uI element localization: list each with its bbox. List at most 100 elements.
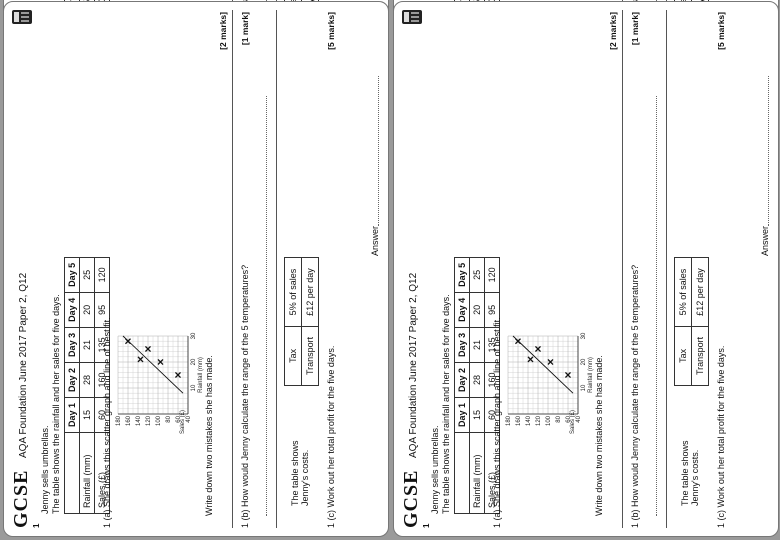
- table-cell: 15: [79, 397, 95, 433]
- day-header: Day 2: [64, 362, 80, 398]
- scatter-graph: 40 60 80 100 120 140 160 180 10 20 30 Rainfall (mm)…: [506, 332, 594, 434]
- table-cell: 25: [469, 257, 485, 293]
- cost-value: £12 per day: [691, 257, 709, 327]
- table-cell: 25: [79, 257, 95, 293]
- marks-1b: [1 mark]: [240, 12, 250, 46]
- y-tick-label: 80: [166, 415, 172, 422]
- marks-1b: [1 mark]: [630, 12, 640, 46]
- section-divider: [276, 10, 277, 528]
- marks-1a: [2 marks]: [218, 12, 228, 50]
- costs-intro-1: The table shows: [290, 440, 300, 506]
- y-tick-label: 140: [526, 415, 532, 426]
- y-tick-label: 160: [126, 415, 132, 426]
- table-cell: 28: [469, 362, 485, 398]
- table-cell: 120: [484, 257, 500, 293]
- scatter-point: ×: [134, 356, 148, 363]
- page-bottom-right: GCSE 1 AQA Foundation June 2017 Paper 2,…: [390, 0, 780, 540]
- x-tick-label: 20: [581, 358, 587, 365]
- costs-intro-2: Jenny's costs.: [300, 449, 310, 506]
- cost-value: 5% of sales: [284, 257, 302, 327]
- calculator-icon: [12, 10, 32, 24]
- x-tick-label: 10: [581, 384, 587, 391]
- y-tick-label: 60: [566, 415, 572, 422]
- section-divider: [666, 10, 667, 528]
- marks-1a: [2 marks]: [608, 12, 618, 50]
- y-tick-label: 80: [556, 415, 562, 422]
- day-header: Day 5: [64, 257, 80, 293]
- cost-item: Transport: [301, 326, 319, 386]
- y-tick-label: 120: [146, 415, 152, 426]
- table-cell: 28: [79, 362, 95, 398]
- x-tick-label: 10: [191, 384, 197, 391]
- table-cell: 21: [469, 327, 485, 363]
- intro-line-1: Jenny sells umbrellas.: [430, 425, 440, 514]
- intro-line-2: The table shows the rainfall and her sal…: [441, 294, 451, 514]
- answer-line-1b[interactable]: [266, 96, 267, 516]
- cost-value: £12 per day: [301, 257, 319, 327]
- y-tick-label: 140: [136, 415, 142, 426]
- table-cell: 15: [469, 397, 485, 433]
- cost-value: 5% of sales: [674, 257, 692, 327]
- scatter-point: ×: [531, 345, 545, 352]
- answer-line-1c[interactable]: [768, 76, 769, 226]
- y-tick-label: 180: [116, 415, 122, 426]
- y-tick-label: 180: [506, 415, 512, 426]
- page-bottom-left: GCSE 1 AQA Foundation June 2017 Paper 2,…: [0, 0, 390, 540]
- y-tick-label: 100: [156, 415, 162, 426]
- exam-page: GCSE 1 AQA Foundation June 2017 Paper 2,…: [3, 1, 389, 537]
- intro-line-1: Jenny sells umbrellas.: [40, 425, 50, 514]
- costs-table: Tax 5% of sales Transport £12 per day: [284, 257, 319, 386]
- table-cell: 21: [79, 327, 95, 363]
- scatter-point: ×: [524, 356, 538, 363]
- section-divider: [622, 10, 623, 528]
- question-1a: 1 (a) She draws this scatter graph and l…: [102, 317, 112, 528]
- y-tick-label: 160: [516, 415, 522, 426]
- calculator-icon: [402, 10, 422, 24]
- marks-1c: [5 marks]: [326, 12, 336, 50]
- x-tick-label: 30: [581, 332, 587, 339]
- row-label: Rainfall (mm): [79, 432, 95, 514]
- intro-line-2: The table shows the rainfall and her sal…: [51, 294, 61, 514]
- answer-label: Answer: [370, 225, 380, 256]
- answer-line-1c[interactable]: [378, 76, 379, 226]
- page-header: GCSE 1 AQA Foundation June 2017 Paper 2,…: [400, 10, 431, 528]
- best-fit-line: [512, 335, 574, 394]
- day-header: Day 2: [454, 362, 470, 398]
- scatter-point: ×: [121, 338, 135, 345]
- question-source: AQA Foundation June 2017 Paper 2, Q12: [408, 272, 419, 458]
- x-tick-label: 20: [191, 358, 197, 365]
- page-header: GCSE 1 AQA Foundation June 2017 Paper 2,…: [10, 10, 41, 528]
- table-row: Rainfall (mm) 15 28 21 20 25: [79, 257, 95, 514]
- table-header-row: Day 1 Day 2 Day 3 Day 4 Day 5: [454, 257, 470, 514]
- y-tick-label: 120: [536, 415, 542, 426]
- cost-item: Transport: [691, 326, 709, 386]
- x-tick-label: 30: [191, 332, 197, 339]
- costs-intro-2: Jenny's costs.: [690, 449, 700, 506]
- question-number: 1: [422, 523, 431, 528]
- table-row: Tax 5% of sales: [284, 257, 302, 386]
- table-cell: 20: [79, 292, 95, 328]
- y-tick-label: 60: [176, 415, 182, 422]
- question-1b: 1 (b) How would Jenny calculate the rang…: [240, 264, 250, 528]
- table-cell: 20: [469, 292, 485, 328]
- y-tick-label: 40: [186, 415, 192, 422]
- day-header: Day 4: [454, 292, 470, 328]
- y-tick-label: 40: [576, 415, 582, 422]
- cost-item: Tax: [674, 326, 692, 386]
- x-axis-label: Rainfall (mm): [588, 357, 594, 393]
- answer-line-1b[interactable]: [656, 96, 657, 516]
- scatter-point: ×: [154, 358, 168, 365]
- section-divider: [232, 10, 233, 528]
- exam-page: GCSE 1 AQA Foundation June 2017 Paper 2,…: [393, 1, 779, 537]
- question-1b: 1 (b) How would Jenny calculate the rang…: [630, 264, 640, 528]
- question-source: AQA Foundation June 2017 Paper 2, Q12: [18, 272, 29, 458]
- mistakes-prompt: Write down two mistakes she has made.: [594, 355, 604, 516]
- scatter-point: ×: [171, 371, 185, 378]
- table-corner: [454, 432, 470, 514]
- scatter-point: ×: [561, 371, 575, 378]
- day-header: Day 3: [64, 327, 80, 363]
- scatter-point: ×: [544, 358, 558, 365]
- question-1c: 1 (c) Work out her total profit for the …: [326, 345, 336, 528]
- day-header: Day 3: [454, 327, 470, 363]
